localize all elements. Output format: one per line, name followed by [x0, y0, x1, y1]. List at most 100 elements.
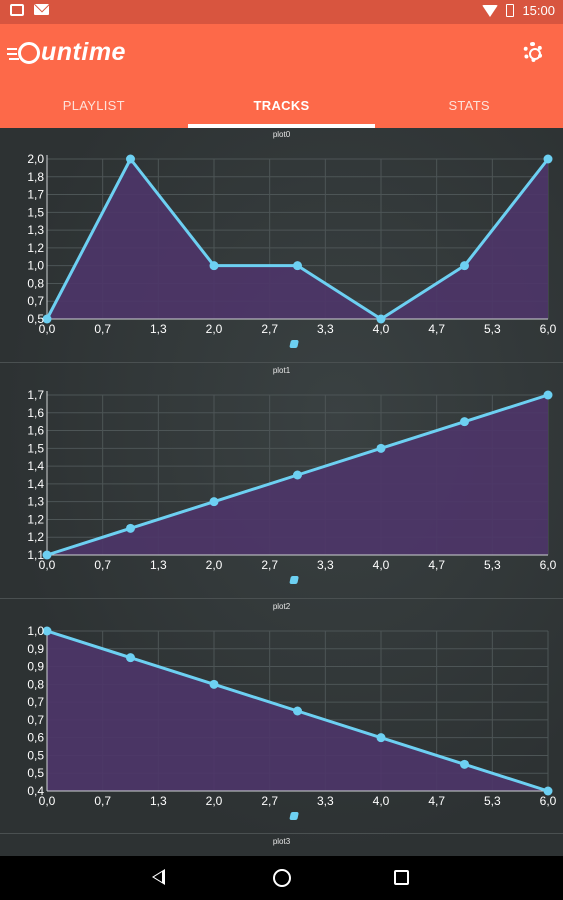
- home-icon[interactable]: [273, 869, 291, 887]
- x-tick-label: 1,3: [150, 794, 167, 808]
- y-tick-label: 0,8: [27, 677, 44, 691]
- data-point: [543, 154, 553, 164]
- y-tick-label: 0,6: [27, 731, 44, 745]
- data-point: [460, 417, 469, 427]
- x-tick-label: 6,0: [540, 794, 557, 808]
- divider: [0, 362, 563, 363]
- data-point: [293, 470, 302, 480]
- y-tick-label: 1,6: [27, 424, 44, 438]
- data-point: [460, 261, 469, 271]
- back-icon[interactable]: [152, 869, 165, 885]
- x-tick-label: 0,7: [94, 322, 111, 336]
- data-point: [376, 733, 386, 743]
- data-point: [293, 261, 302, 271]
- battery-icon: [506, 4, 515, 17]
- y-tick-label: 1,4: [27, 459, 44, 473]
- status-bar: 15:00: [0, 0, 563, 24]
- x-tick-label: 0,0: [39, 558, 56, 572]
- status-time: 15:00: [522, 3, 555, 18]
- y-tick-label: 1,4: [27, 477, 44, 491]
- x-tick-label: 4,0: [373, 322, 390, 336]
- y-tick-label: 1,3: [27, 223, 44, 237]
- x-tick-label: 3,3: [317, 558, 334, 572]
- x-tick-label: 2,7: [261, 322, 278, 336]
- data-point: [376, 314, 386, 324]
- y-tick-label: 1,2: [27, 241, 44, 255]
- x-tick-label: 6,0: [540, 322, 557, 336]
- data-point: [543, 786, 553, 796]
- data-point: [42, 314, 52, 324]
- x-tick-label: 0,0: [39, 322, 56, 336]
- y-tick-label: 0,8: [27, 276, 44, 290]
- chart-title: plot1: [272, 366, 291, 375]
- y-tick-label: 0,9: [27, 642, 44, 656]
- chart-svg: 0,5 0,7 0,8 1,0 1,2 1,3 1,5 1,7 1,8 2,0 0,0 0,7 1,3 2…: [27, 152, 557, 348]
- y-tick-label: 1,7: [27, 388, 44, 402]
- tab-playlist[interactable]: PLAYLIST: [62, 98, 125, 113]
- data-point: [126, 154, 135, 164]
- y-tick-label: 1,2: [27, 530, 44, 544]
- x-tick-label: 4,0: [373, 558, 390, 572]
- y-tick-label: 1,6: [27, 406, 44, 420]
- legend-marker-icon: [289, 812, 299, 820]
- x-tick-label: 1,3: [150, 558, 167, 572]
- y-tick-label: 1,0: [27, 259, 44, 273]
- y-tick-label: 0,4: [27, 784, 44, 798]
- x-tick-label: 3,3: [317, 322, 334, 336]
- data-point: [126, 653, 135, 663]
- data-point: [293, 706, 302, 716]
- y-tick-label: 2,0: [27, 152, 44, 166]
- y-tick-label: 0,7: [27, 294, 44, 308]
- x-tick-label: 0,7: [94, 794, 111, 808]
- y-tick-label: 1,0: [27, 624, 44, 638]
- divider: [0, 833, 563, 834]
- gallery-icon: [10, 4, 24, 16]
- chart-svg: 0,4 0,5 0,5 0,6 0,7 0,7 0,8 0,9 0,9 1,0 0,0 0,7 1,3 2…: [27, 624, 557, 820]
- data-point: [376, 443, 386, 453]
- y-tick-label: 0,5: [27, 312, 44, 326]
- x-tick-label: 0,7: [94, 558, 111, 572]
- legend-marker-icon: [289, 340, 299, 348]
- x-tick-label: 4,7: [428, 558, 445, 572]
- app-bar: untime PLAYLIST TRACKS STATS: [0, 24, 563, 128]
- data-point: [42, 626, 52, 636]
- data-point: [209, 261, 219, 271]
- data-point: [543, 390, 553, 400]
- gear-icon[interactable]: [523, 42, 543, 62]
- y-tick-label: 1,7: [27, 188, 44, 202]
- wifi-icon: [482, 4, 499, 17]
- x-tick-label: 1,3: [150, 322, 167, 336]
- runner-logo-icon: [7, 41, 40, 64]
- y-tick-label: 1,5: [27, 441, 44, 455]
- chart-title: plot3: [272, 837, 291, 846]
- mail-icon: [34, 4, 49, 15]
- x-tick-label: 4,7: [428, 794, 445, 808]
- x-tick-label: 2,0: [206, 794, 223, 808]
- chart-title: plot0: [272, 130, 291, 139]
- y-tick-label: 0,5: [27, 766, 44, 780]
- x-tick-label: 5,3: [484, 558, 501, 572]
- tab-stats[interactable]: STATS: [448, 98, 490, 113]
- app-logo: untime: [7, 38, 126, 67]
- x-tick-label: 6,0: [540, 558, 557, 572]
- logo-text: untime: [41, 38, 126, 66]
- tab-bar: PLAYLIST TRACKS STATS: [0, 92, 563, 128]
- y-tick-label: 0,9: [27, 660, 44, 674]
- tab-tracks[interactable]: TRACKS: [187, 92, 376, 128]
- x-tick-label: 4,7: [428, 322, 445, 336]
- y-tick-label: 1,1: [27, 548, 44, 562]
- data-point: [209, 679, 219, 689]
- x-tick-label: 3,3: [317, 794, 334, 808]
- recent-apps-icon[interactable]: [394, 870, 409, 885]
- y-tick-label: 0,7: [27, 695, 44, 709]
- chart-title: plot2: [272, 602, 291, 611]
- x-tick-label: 5,3: [484, 794, 501, 808]
- divider: [0, 598, 563, 599]
- x-tick-label: 0,0: [39, 794, 56, 808]
- navigation-bar: [0, 856, 563, 900]
- y-tick-label: 1,2: [27, 512, 44, 526]
- y-tick-label: 1,3: [27, 495, 44, 509]
- x-tick-label: 2,7: [261, 558, 278, 572]
- tracks-content[interactable]: plot0 0,5 0,7 0,8 1,0 1,2 1,3 1,5 1,7 1,8 2,0 0,0 0…: [0, 128, 563, 856]
- data-point: [126, 523, 135, 533]
